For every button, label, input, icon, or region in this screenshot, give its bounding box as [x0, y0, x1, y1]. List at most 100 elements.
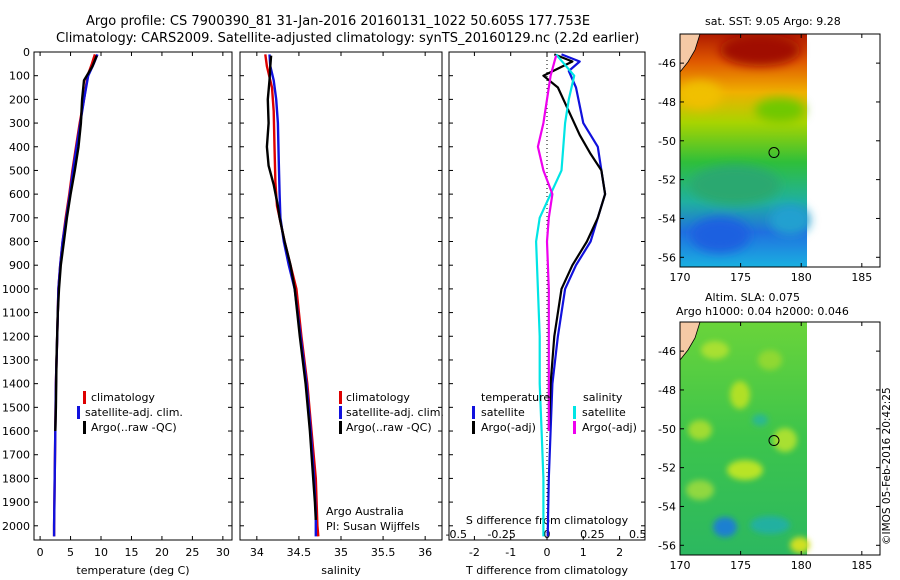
- y-tick-label: 100: [9, 70, 30, 83]
- sla-map: [680, 322, 810, 555]
- y-tick-label: 1200: [2, 330, 30, 343]
- x-tick-label: 180: [791, 271, 812, 284]
- s-tick-label: 0.5: [629, 528, 647, 541]
- legend-swatch-satellite: [339, 406, 342, 419]
- x-tick-label: 175: [730, 559, 751, 572]
- temperature-panel-frame: [33, 51, 233, 541]
- land-new-zealand: [680, 322, 700, 360]
- legend-satellite: satellite-adj. clim.: [346, 406, 444, 419]
- y-tick-label: -46: [658, 345, 676, 358]
- sst-axes: 170 175 180 185 -46 -48 -50 -52 -54 -56: [658, 34, 880, 284]
- x-tick-label: 35: [334, 546, 348, 559]
- x-axis-label: salinity: [321, 564, 361, 577]
- sla-map-frame: [679, 321, 881, 556]
- y-tick-label: 700: [9, 212, 30, 225]
- y-tick-label: -54: [658, 212, 676, 225]
- y-tick-label: 1100: [2, 307, 30, 320]
- x-tick-label: 5: [67, 546, 74, 559]
- legend-swatch-argo: [339, 421, 342, 434]
- land-new-zealand: [680, 34, 700, 72]
- series-line: [52, 54, 97, 537]
- temperature-chart: 0100200300400500600700800900100011001200…: [2, 46, 232, 577]
- header-line1: Argo profile: CS 7900390_81 31-Jan-2016 …: [86, 14, 590, 29]
- x-tick-label: 34.5: [287, 546, 312, 559]
- x-tick-label: 20: [155, 546, 169, 559]
- annotation-line2: PI: Susan Wijffels: [326, 520, 420, 533]
- y-tick-label: 1300: [2, 354, 30, 367]
- y-tick-label: 1000: [2, 283, 30, 296]
- argo-position-marker: [768, 147, 780, 159]
- x-tick-label: 34: [250, 546, 264, 559]
- y-tick-label: -46: [658, 57, 676, 70]
- salinity-legend: climatology satellite-adj. clim. Argo(..…: [326, 391, 444, 533]
- x-tick-label: 175: [730, 271, 751, 284]
- legend-t-satellite: satellite: [481, 406, 525, 419]
- sla-map-title2: Argo h1000: 0.04 h2000: 0.046: [676, 305, 849, 318]
- s-tick-label: -0.5: [446, 528, 467, 541]
- legend-satellite: satellite-adj. clim.: [85, 406, 183, 419]
- x-tick-label: -2: [469, 546, 480, 559]
- y-tick-label: -52: [658, 174, 676, 187]
- series-line: [265, 55, 317, 520]
- x-axis-label: temperature (deg C): [76, 564, 189, 577]
- annotation-line1: Argo Australia: [326, 505, 404, 518]
- legend-swatch-s-satellite: [573, 406, 576, 419]
- argo-position-marker: [768, 435, 780, 447]
- sla-map-title1: Altim. SLA: 0.075: [705, 291, 800, 304]
- y-tick-label: 2000: [2, 520, 30, 533]
- header-line2: Climatology: CARS2009. Satellite-adjuste…: [56, 31, 639, 46]
- y-tick-label: -50: [658, 135, 676, 148]
- series-line: [52, 53, 99, 537]
- legend-swatch-t-argo: [472, 421, 475, 434]
- y-tick-label: 800: [9, 236, 30, 249]
- y-tick-label: 1700: [2, 449, 30, 462]
- y-tick-label: 1800: [2, 472, 30, 485]
- sla-texture: [686, 341, 810, 553]
- x-tick-label: 170: [670, 559, 691, 572]
- series-line: [264, 54, 320, 537]
- temperature-legend: climatology satellite-adj. clim. Argo(..…: [77, 391, 183, 434]
- series-line: [54, 55, 98, 432]
- legend-t-argo: Argo(-adj): [481, 421, 536, 434]
- series-line: [534, 53, 576, 537]
- y-tick-label: -50: [658, 423, 676, 436]
- x-tick-label: 1: [580, 546, 587, 559]
- x-tick-label: 15: [124, 546, 138, 559]
- x-tick-label: 0: [544, 546, 551, 559]
- coastline: [680, 322, 701, 361]
- y-tick-label: -56: [658, 251, 676, 264]
- y-tick-label: -54: [658, 500, 676, 513]
- x-tick-label: 36: [418, 546, 432, 559]
- legend-s-argo: Argo(-adj): [582, 421, 637, 434]
- y-tick-label: -48: [658, 384, 676, 397]
- legend-swatch-climatology: [339, 391, 342, 404]
- sst-map: [680, 34, 810, 267]
- sst-map-title: sat. SST: 9.05 Argo: 9.28: [705, 15, 841, 28]
- x-tick-label: 30: [216, 546, 230, 559]
- credit-text: ©IMOS 05-Feb-2016 20:42:25: [881, 387, 893, 545]
- x-tick-label: 185: [851, 559, 872, 572]
- y-tick-label: 1500: [2, 401, 30, 414]
- legend-swatch-climatology: [83, 391, 86, 404]
- y-tick-label: -52: [658, 462, 676, 475]
- legend-swatch-argo: [83, 421, 86, 434]
- legend-salinity-head: salinity: [583, 391, 623, 404]
- y-tick-label: 1400: [2, 378, 30, 391]
- legend-swatch-s-argo: [573, 421, 576, 434]
- sla-axes: 170 175 180 185 -46 -48 -50 -52 -54 -56: [658, 322, 880, 572]
- coastline: [680, 34, 701, 73]
- x-tick-label: -1: [505, 546, 516, 559]
- legend-argo: Argo(..raw -QC): [91, 421, 177, 434]
- sst-map-frame: [679, 33, 881, 268]
- y-tick-label: 500: [9, 164, 30, 177]
- y-tick-label: 1600: [2, 425, 30, 438]
- sst-texture: [680, 34, 810, 253]
- y-tick-label: -56: [658, 539, 676, 552]
- s-tick-label: -0.25: [487, 528, 515, 541]
- legend-temperature-head: temperature: [481, 391, 550, 404]
- x-tick-label: 0: [37, 546, 44, 559]
- x-tick-label: 10: [94, 546, 108, 559]
- y-tick-label: 300: [9, 117, 30, 130]
